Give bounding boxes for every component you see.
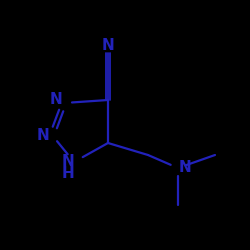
Text: N: N [102,38,114,52]
Text: N: N [62,154,74,168]
Text: N: N [36,128,50,142]
Text: N: N [50,92,62,106]
Text: H: H [62,166,74,180]
Text: N: N [178,160,192,176]
